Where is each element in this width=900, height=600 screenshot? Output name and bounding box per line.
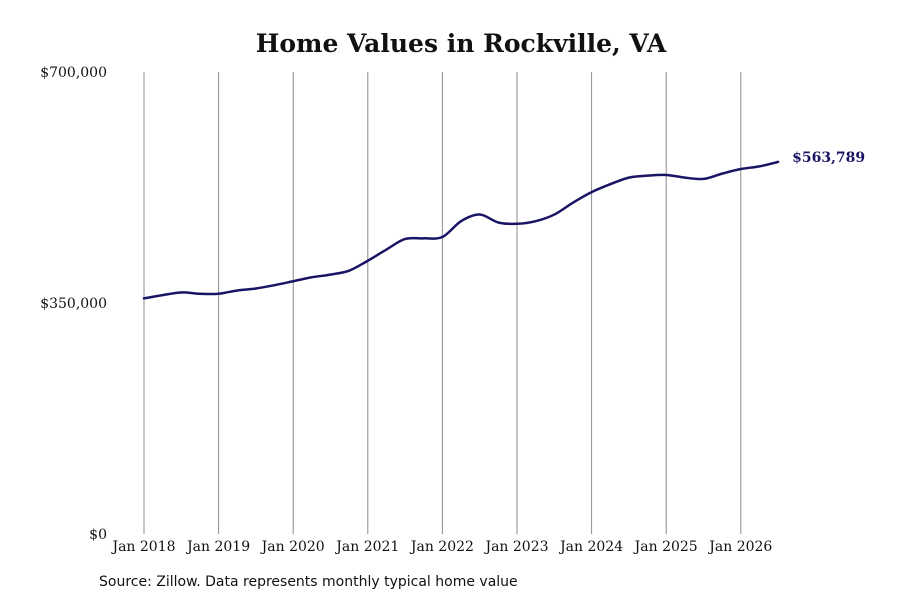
y-tick-label: $350,000 [40, 296, 107, 312]
y-axis-tick-labels: $700,000 $350,000 $0 [40, 65, 107, 543]
x-tick-label: Jan 2021 [334, 539, 399, 555]
x-axis-tick-labels: Jan 2018 Jan 2019 Jan 2020 Jan 2021 Jan 2022… [110, 539, 772, 555]
x-tick-label: Jan 2025 [633, 539, 698, 555]
x-tick-label: Jan 2023 [483, 539, 548, 555]
y-tick-label: $0 [89, 527, 107, 543]
x-tick-label: Jan 2018 [110, 539, 175, 555]
x-tick-label: Jan 2019 [185, 539, 250, 555]
y-tick-label: $700,000 [40, 65, 107, 81]
latest-value-label: $563,789 [792, 150, 865, 166]
x-tick-label: Jan 2022 [409, 539, 474, 555]
x-tick-label: Jan 2026 [707, 539, 772, 555]
chart-title: Home Values in Rockville, VA [256, 29, 667, 58]
x-tick-label: Jan 2020 [260, 539, 325, 555]
home-value-series-line [142, 160, 780, 300]
source-caption: Source: Zillow. Data represents monthly … [99, 574, 518, 590]
gridlines [143, 72, 742, 534]
x-tick-label: Jan 2024 [558, 539, 623, 555]
